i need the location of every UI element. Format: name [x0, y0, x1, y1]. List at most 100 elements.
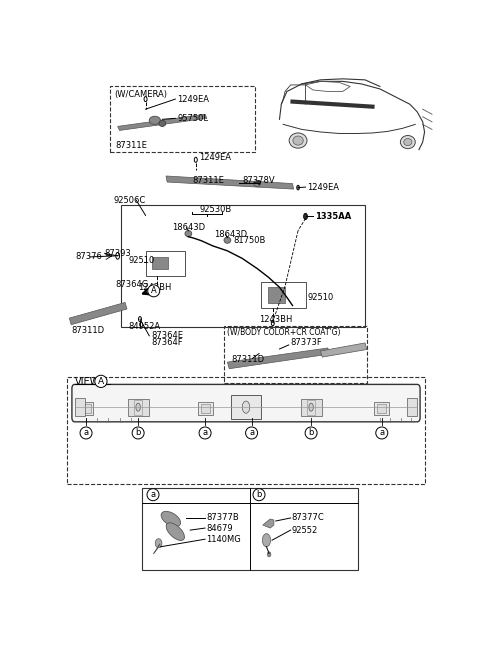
Ellipse shape: [254, 181, 261, 187]
Text: 1335AA: 1335AA: [315, 212, 351, 221]
Bar: [134, 399, 142, 415]
Ellipse shape: [267, 552, 271, 557]
Text: (W/CAMERA): (W/CAMERA): [114, 90, 167, 99]
FancyBboxPatch shape: [72, 384, 420, 422]
Ellipse shape: [224, 237, 231, 243]
Polygon shape: [228, 348, 330, 369]
Text: A: A: [151, 286, 156, 295]
Text: 95750L: 95750L: [177, 114, 208, 123]
Bar: [79, 401, 94, 415]
Ellipse shape: [263, 533, 271, 547]
Ellipse shape: [194, 157, 197, 162]
Ellipse shape: [271, 321, 274, 326]
Text: 1249EA: 1249EA: [307, 183, 339, 192]
Text: A: A: [98, 377, 104, 386]
Text: 87311E: 87311E: [115, 141, 147, 150]
Polygon shape: [166, 176, 294, 189]
Bar: [261, 283, 305, 307]
Text: a: a: [84, 428, 89, 438]
Ellipse shape: [293, 136, 303, 145]
Text: (W/BODY COLOR+CR COAT'G): (W/BODY COLOR+CR COAT'G): [227, 328, 340, 337]
Ellipse shape: [242, 401, 250, 413]
Text: 92510: 92510: [129, 256, 155, 265]
Bar: [75, 397, 85, 416]
Bar: [110, 87, 255, 152]
Bar: [145, 251, 185, 276]
Text: 81750B: 81750B: [233, 236, 265, 244]
Text: 87364E: 87364E: [151, 331, 183, 340]
Text: a: a: [203, 428, 208, 438]
Text: 87378V: 87378V: [242, 175, 275, 185]
Ellipse shape: [304, 214, 307, 219]
Bar: [224, 326, 367, 384]
Bar: [244, 401, 259, 415]
Bar: [67, 377, 424, 484]
Polygon shape: [263, 519, 274, 528]
Text: 84952A: 84952A: [129, 322, 161, 331]
Text: VIEW: VIEW: [75, 377, 100, 388]
Text: 87377C: 87377C: [291, 514, 324, 522]
Bar: [247, 403, 256, 413]
Bar: [300, 399, 322, 416]
Ellipse shape: [139, 317, 142, 322]
Bar: [231, 395, 261, 419]
Text: 18643D: 18643D: [172, 223, 205, 232]
Text: 87393: 87393: [105, 249, 132, 258]
Polygon shape: [267, 287, 285, 304]
Ellipse shape: [136, 403, 140, 411]
Text: 87364F: 87364F: [151, 338, 183, 347]
Text: 87377B: 87377B: [206, 514, 239, 522]
Ellipse shape: [404, 139, 412, 146]
Ellipse shape: [156, 289, 159, 294]
Text: 87311D: 87311D: [231, 355, 264, 364]
Text: a: a: [249, 428, 254, 438]
Text: 84679: 84679: [206, 524, 233, 533]
Text: 1243BH: 1243BH: [259, 315, 292, 324]
Ellipse shape: [159, 120, 166, 126]
Bar: [198, 401, 213, 415]
Bar: [128, 399, 148, 416]
Ellipse shape: [400, 135, 415, 148]
Bar: [121, 206, 365, 327]
Text: 92530B: 92530B: [200, 205, 232, 214]
Bar: [307, 399, 315, 415]
Text: a: a: [379, 428, 384, 438]
Text: a: a: [150, 490, 156, 499]
Text: 87311E: 87311E: [193, 175, 225, 185]
Text: 1249EA: 1249EA: [200, 153, 231, 162]
Bar: [82, 403, 91, 413]
Polygon shape: [152, 257, 168, 269]
Ellipse shape: [155, 539, 162, 548]
Text: 18643D: 18643D: [215, 230, 248, 238]
Text: b: b: [309, 428, 314, 438]
Polygon shape: [69, 302, 127, 325]
Polygon shape: [118, 114, 207, 131]
Ellipse shape: [185, 231, 192, 237]
Text: 1249EA: 1249EA: [177, 95, 209, 104]
Text: 92552: 92552: [291, 526, 318, 535]
Ellipse shape: [309, 403, 313, 411]
Ellipse shape: [289, 133, 307, 148]
Text: 1243BH: 1243BH: [138, 283, 171, 292]
Text: 87376: 87376: [75, 252, 102, 261]
Ellipse shape: [144, 97, 147, 102]
Polygon shape: [321, 343, 367, 357]
Text: 87311D: 87311D: [71, 327, 104, 335]
Text: b: b: [256, 490, 262, 499]
Ellipse shape: [116, 252, 120, 260]
Ellipse shape: [161, 511, 180, 526]
Text: 87364G: 87364G: [115, 281, 148, 289]
Ellipse shape: [297, 185, 300, 190]
Text: 87373F: 87373F: [290, 338, 323, 348]
Bar: [377, 403, 386, 413]
Ellipse shape: [149, 116, 160, 124]
Text: 92506C: 92506C: [114, 196, 146, 205]
Bar: [142, 487, 358, 570]
Text: b: b: [135, 428, 141, 438]
Bar: [374, 401, 389, 415]
Bar: [407, 397, 417, 416]
Ellipse shape: [258, 181, 260, 185]
Text: 1140MG: 1140MG: [206, 535, 241, 544]
Bar: [201, 403, 210, 413]
Ellipse shape: [166, 523, 184, 541]
